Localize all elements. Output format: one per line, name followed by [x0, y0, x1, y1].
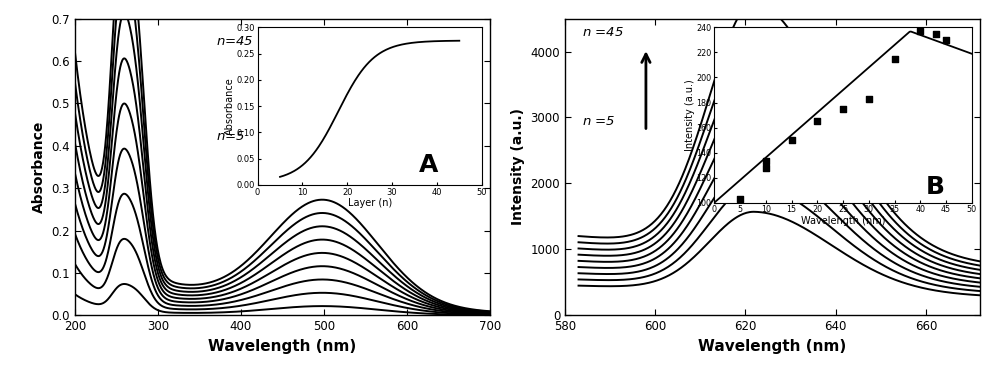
Text: $n$=45: $n$=45	[216, 35, 254, 48]
Y-axis label: Absorbance: Absorbance	[32, 121, 46, 213]
Text: $n$ =5: $n$ =5	[582, 115, 615, 128]
X-axis label: Wavelength (nm): Wavelength (nm)	[208, 339, 357, 354]
Y-axis label: Intensity (a.u.): Intensity (a.u.)	[511, 108, 525, 226]
Text: $n$=5: $n$=5	[216, 130, 245, 143]
Text: $n$ =45: $n$ =45	[582, 26, 623, 39]
X-axis label: Wavelength (nm): Wavelength (nm)	[698, 339, 847, 354]
